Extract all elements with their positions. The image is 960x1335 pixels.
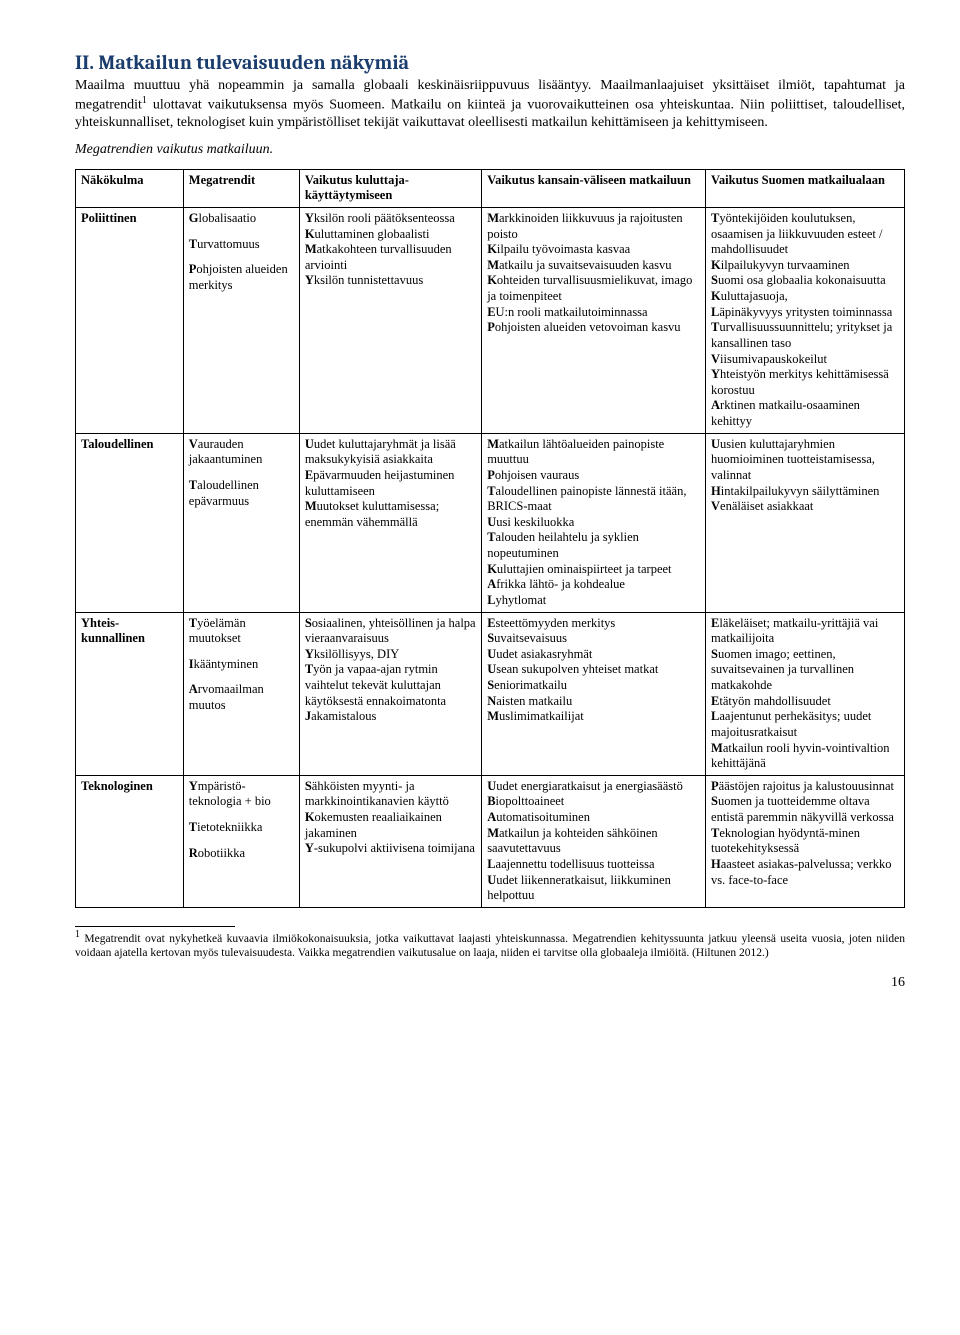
content-cell: Uudet kuluttajaryhmät ja lisää maksukyky… [299,433,481,612]
footnote: 1 Megatrendit ovat nykyhetkeä kuvaavia i… [75,929,905,961]
table-row: PoliittinenGlobalisaatioTurvattomuusPohj… [76,207,905,433]
table-header-row: Näkökulma Megatrendit Vaikutus kuluttaja… [76,169,905,207]
table-caption: Megatrendien vaikutus matkailuun. [75,141,905,159]
section-heading: II. Matkailun tulevaisuuden näkymiä [75,50,905,75]
content-cell: Sosiaalinen, yhteisöllinen ja halpa vier… [299,612,481,775]
content-cell: Sähköisten myynti- ja markkinointikanavi… [299,775,481,907]
content-cell: Työntekijöiden koulutuksen, osaamisen ja… [706,207,905,433]
content-cell: Uusien kuluttajaryhmien huomioiminen tuo… [706,433,905,612]
table-row: TaloudellinenVaurauden jakaantuminenTalo… [76,433,905,612]
col-header: Vaikutus kuluttaja-käyttäytymiseen [299,169,481,207]
footnote-text: Megatrendit ovat nykyhetkeä kuvaavia ilm… [75,933,905,959]
perspective-cell: Teknologinen [76,775,184,907]
col-header: Megatrendit [183,169,299,207]
content-cell: Päästöjen rajoitus ja kalustouusinnatSuo… [706,775,905,907]
footnote-rule [75,926,235,927]
megatrends-table: Näkökulma Megatrendit Vaikutus kuluttaja… [75,169,905,908]
perspective-cell: Yhteis-kunnallinen [76,612,184,775]
content-cell: Yksilön rooli päätöksenteossaKuluttamine… [299,207,481,433]
col-header: Vaikutus Suomen matkailualaan [706,169,905,207]
perspective-cell: Taloudellinen [76,433,184,612]
content-cell: Uudet energiaratkaisut ja energiasäästöB… [482,775,706,907]
intro-post: ulottavat vaikutuksensa myös Suomeen. Ma… [75,97,905,130]
intro-paragraph: Maailma muuttuu yhä nopeammin ja samalla… [75,77,905,131]
col-header: Näkökulma [76,169,184,207]
megatrends-cell: Työelämän muutoksetIkääntyminenArvomaail… [183,612,299,775]
content-cell: Matkailun lähtöalueiden painopiste muutt… [482,433,706,612]
table-row: TeknologinenYmpäristö-teknologia + bioTi… [76,775,905,907]
megatrends-cell: Vaurauden jakaantuminenTaloudellinen epä… [183,433,299,612]
col-header: Vaikutus kansain-väliseen matkailuun [482,169,706,207]
content-cell: Eläkeläiset; matkailu-yrittäjiä vai matk… [706,612,905,775]
content-cell: Markkinoiden liikkuvuus ja rajoitusten p… [482,207,706,433]
content-cell: Esteettömyyden merkitysSuvaitsevaisuusUu… [482,612,706,775]
megatrends-cell: Ympäristö-teknologia + bioTietotekniikka… [183,775,299,907]
megatrends-cell: GlobalisaatioTurvattomuusPohjoisten alue… [183,207,299,433]
table-row: Yhteis-kunnallinenTyöelämän muutoksetIkä… [76,612,905,775]
perspective-cell: Poliittinen [76,207,184,433]
page-number: 16 [75,974,905,992]
